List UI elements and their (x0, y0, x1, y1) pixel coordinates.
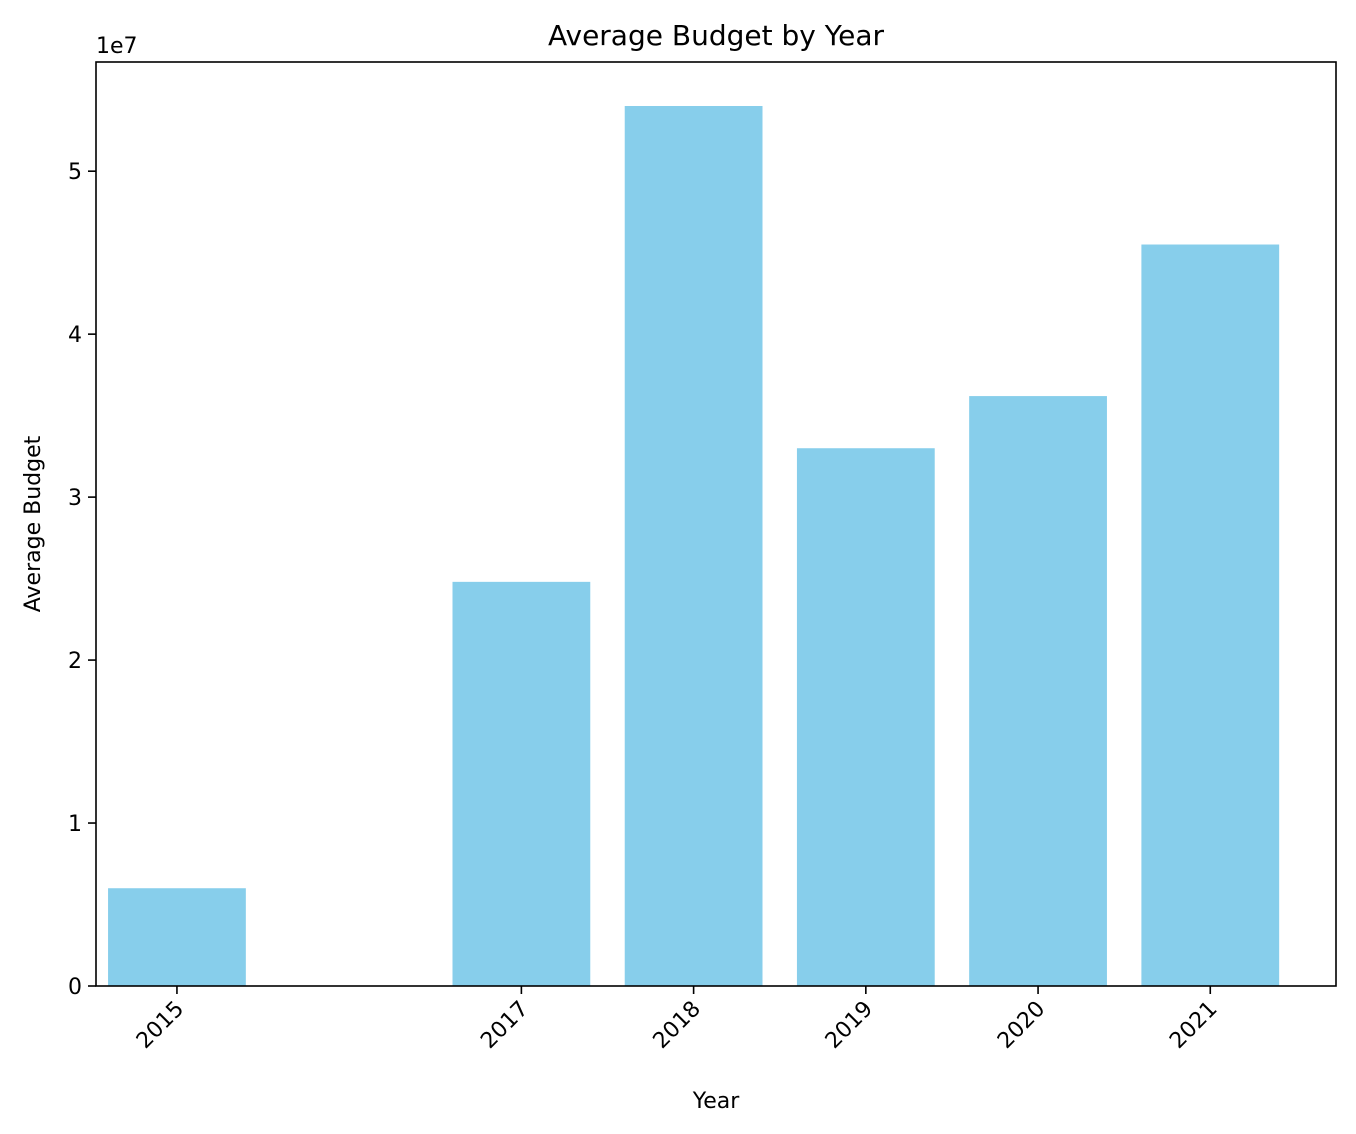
plot-frame (95, 61, 1337, 987)
x-tick-label: 2021 (1165, 997, 1222, 1054)
x-tick-label: 2020 (993, 997, 1050, 1054)
x-tick-label: 2017 (476, 997, 533, 1054)
bars-group (108, 106, 1280, 986)
bar-2020 (969, 396, 1107, 986)
y-tick-label: 5 (68, 160, 82, 185)
bar-2021 (1141, 244, 1280, 986)
x-tick-label: 2015 (132, 997, 189, 1054)
x-tick-label: 2019 (821, 997, 878, 1054)
chart-title: Average Budget by Year (548, 19, 885, 52)
x-tick-label: 2018 (649, 997, 706, 1054)
y-tick-label: 2 (68, 649, 82, 674)
bar-2017 (452, 581, 591, 986)
bar-2018 (624, 106, 763, 986)
bar-2015 (108, 888, 246, 986)
y-tick-label: 0 (68, 975, 82, 1000)
x-axis-label: Year (692, 1089, 741, 1114)
y-scale-label: 1e7 (96, 34, 138, 59)
y-axis: 0 1 2 3 4 5 (68, 160, 96, 1000)
y-tick-label: 1 (68, 812, 82, 837)
y-axis-label: Average Budget (21, 435, 46, 612)
bar-2019 (796, 448, 935, 986)
x-axis: 2015 2017 2018 2019 2020 2021 (132, 986, 1223, 1054)
y-tick-label: 3 (68, 486, 82, 511)
y-tick-label: 4 (68, 323, 82, 348)
